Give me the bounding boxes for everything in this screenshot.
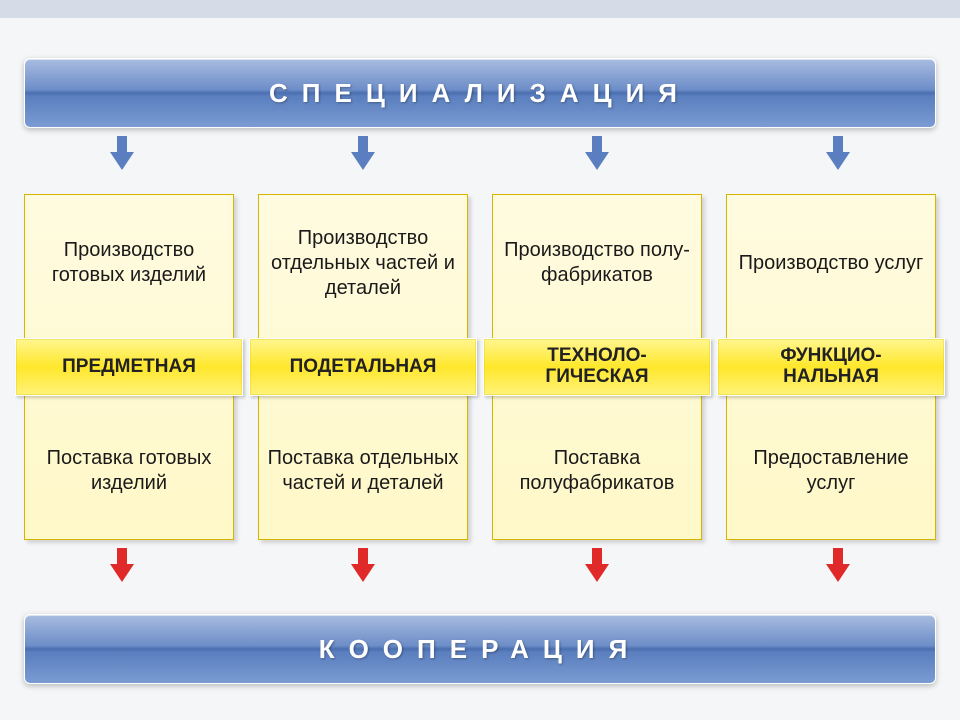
arrow-head-icon: [351, 564, 375, 582]
column-4: Производство услуг ФУНКЦИО-НАЛЬНАЯ Предост…: [726, 194, 936, 540]
column-1-bottom-text: Поставка готовых изделий: [25, 403, 233, 539]
column-1-band: ПРЕДМЕТНАЯ: [15, 338, 243, 396]
arrow-bottom-1: [114, 548, 130, 582]
title-bar-top: СПЕЦИАЛИЗАЦИЯ: [24, 58, 936, 128]
arrow-top-1: [114, 136, 130, 170]
arrow-head-icon: [110, 564, 134, 582]
column-2-band: ПОДЕТАЛЬНАЯ: [249, 338, 477, 396]
column-1-band-label: ПРЕДМЕТНАЯ: [62, 357, 196, 378]
column-2-bottom-text: Поставка отдельных частей и деталей: [259, 403, 467, 539]
columns-container: Производство готовых изделий ПРЕДМЕТНАЯ По…: [24, 194, 936, 540]
arrow-head-icon: [826, 152, 850, 170]
arrow-top-2: [355, 136, 371, 170]
arrow-shaft-icon: [833, 136, 843, 152]
arrow-head-icon: [351, 152, 375, 170]
column-4-top-text: Производство услуг: [727, 195, 935, 331]
arrow-shaft-icon: [358, 548, 368, 564]
arrow-shaft-icon: [833, 548, 843, 564]
column-1-band-wrap: ПРЕДМЕТНАЯ: [25, 331, 233, 403]
arrow-bottom-4: [830, 548, 846, 582]
column-4-band: ФУНКЦИО-НАЛЬНАЯ: [717, 338, 945, 396]
arrow-head-icon: [110, 152, 134, 170]
diagram-frame: СПЕЦИАЛИЗАЦИЯ Производство готовых издел…: [24, 28, 936, 692]
column-2: Производство отдельных частей и деталей П…: [258, 194, 468, 540]
column-3-band: ТЕХНОЛО-ГИЧЕСКАЯ: [483, 338, 711, 396]
arrow-shaft-icon: [592, 136, 602, 152]
column-3-band-label: ТЕХНОЛО-ГИЧЕСКАЯ: [545, 346, 648, 388]
column-4-band-label: ФУНКЦИО-НАЛЬНАЯ: [780, 346, 881, 388]
arrow-bottom-2: [355, 548, 371, 582]
column-3: Производство полу-фабрикатов ТЕХНОЛО-ГИЧЕ…: [492, 194, 702, 540]
column-2-top-text: Производство отдельных частей и деталей: [259, 195, 467, 331]
title-bottom-text: КООПЕРАЦИЯ: [319, 634, 642, 665]
arrow-shaft-icon: [117, 548, 127, 564]
arrow-top-4: [830, 136, 846, 170]
column-3-top-text: Производство полу-фабрикатов: [493, 195, 701, 331]
arrow-head-icon: [585, 564, 609, 582]
arrow-row-bottom: [24, 548, 936, 598]
title-bar-bottom: КООПЕРАЦИЯ: [24, 614, 936, 684]
column-2-band-wrap: ПОДЕТАЛЬНАЯ: [259, 331, 467, 403]
arrow-shaft-icon: [117, 136, 127, 152]
decorative-top-strip: [0, 0, 960, 18]
column-2-band-label: ПОДЕТАЛЬНАЯ: [290, 357, 437, 378]
arrow-head-icon: [826, 564, 850, 582]
arrow-shaft-icon: [358, 136, 368, 152]
column-4-band-wrap: ФУНКЦИО-НАЛЬНАЯ: [727, 331, 935, 403]
arrow-shaft-icon: [592, 548, 602, 564]
column-3-band-wrap: ТЕХНОЛО-ГИЧЕСКАЯ: [493, 331, 701, 403]
arrow-head-icon: [585, 152, 609, 170]
column-4-bottom-text: Предоставление услуг: [727, 403, 935, 539]
column-3-bottom-text: Поставка полуфабрикатов: [493, 403, 701, 539]
column-1-top-text: Производство готовых изделий: [25, 195, 233, 331]
arrow-bottom-3: [589, 548, 605, 582]
arrow-top-3: [589, 136, 605, 170]
arrow-row-top: [24, 136, 936, 186]
column-1: Производство готовых изделий ПРЕДМЕТНАЯ По…: [24, 194, 234, 540]
title-top-text: СПЕЦИАЛИЗАЦИЯ: [269, 78, 691, 109]
